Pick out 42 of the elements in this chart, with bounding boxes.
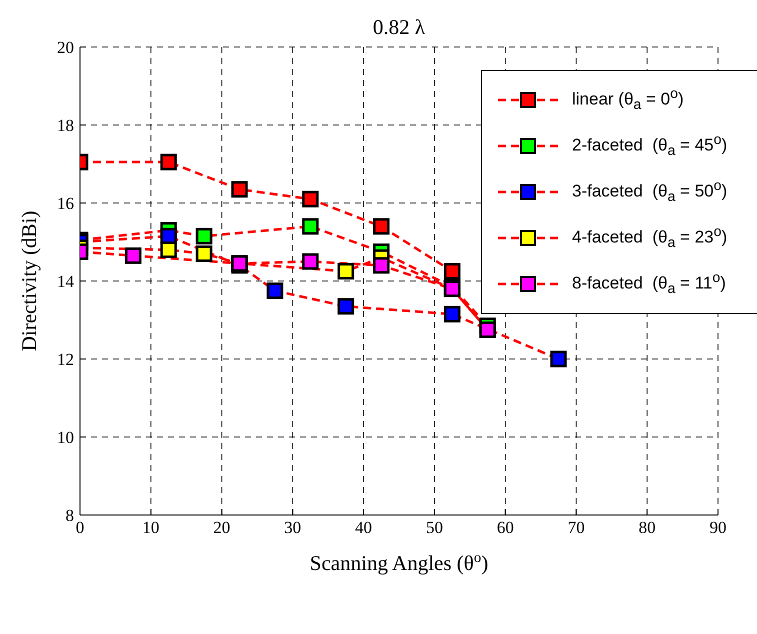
point bbox=[266, 282, 284, 299]
legend-label: 2-faceted (θ$_{a}$ = 45$^{o}$) bbox=[572, 132, 728, 160]
x-tick-label: 50 bbox=[426, 518, 443, 538]
y-tick-label: 8 bbox=[66, 506, 74, 526]
y-tick-label: 14 bbox=[57, 272, 74, 292]
legend-label: 3-faceted (θ$_{a}$ = 50$^{o}$) bbox=[572, 178, 728, 206]
point bbox=[444, 306, 460, 322]
x-axis-title: Scanning Angles (θ$^{o}$) bbox=[310, 550, 488, 575]
point bbox=[302, 253, 319, 270]
x-tick-label: 30 bbox=[284, 518, 302, 538]
x-tick-label: 20 bbox=[213, 518, 230, 538]
x-tick-label: 0 bbox=[76, 518, 84, 538]
point bbox=[124, 247, 142, 264]
point bbox=[231, 181, 248, 198]
y-tick-label: 12 bbox=[57, 350, 74, 370]
point bbox=[373, 257, 390, 274]
point bbox=[196, 245, 212, 262]
x-tick-label: 80 bbox=[638, 518, 656, 538]
y-tick-label: 18 bbox=[57, 116, 74, 136]
legend-label: 4-faceted (θ$_{a}$ = 23$^{o}$) bbox=[572, 224, 728, 252]
y-tick-label: 20 bbox=[57, 38, 74, 58]
x-tick-label: 10 bbox=[142, 518, 160, 538]
chart-title: 0.82 λ bbox=[372, 15, 426, 39]
y-axis-title: Directivity (dBi) bbox=[17, 210, 41, 352]
x-tick-label: 60 bbox=[496, 518, 514, 538]
legend-label: linear (θ$_{a}$ = 0$^{o}$) bbox=[572, 86, 684, 114]
point bbox=[444, 263, 460, 280]
point bbox=[550, 350, 567, 368]
x-tick-label: 70 bbox=[568, 518, 585, 538]
point bbox=[302, 190, 319, 208]
point bbox=[338, 298, 354, 315]
point bbox=[196, 228, 212, 244]
legend-label: 8-faceted (θ$_{a}$ = 11$^{o}$) bbox=[572, 270, 726, 298]
point bbox=[160, 154, 177, 170]
y-tick-label: 10 bbox=[57, 428, 74, 448]
point bbox=[302, 218, 319, 235]
point bbox=[373, 218, 390, 235]
point bbox=[160, 242, 177, 258]
x-tick-label: 40 bbox=[355, 518, 372, 538]
point bbox=[338, 263, 354, 280]
y-tick-label: 16 bbox=[57, 194, 74, 214]
x-tick-label: 90 bbox=[710, 518, 726, 538]
